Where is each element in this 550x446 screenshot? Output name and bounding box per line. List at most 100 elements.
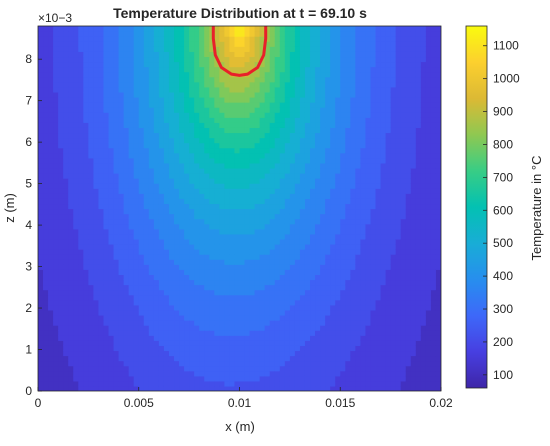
contour-cell bbox=[103, 153, 109, 159]
contour-cell bbox=[355, 300, 361, 306]
contour-cell bbox=[114, 26, 120, 32]
contour-cell bbox=[255, 290, 261, 296]
contour-cell bbox=[350, 219, 356, 225]
contour-cell bbox=[245, 188, 251, 194]
contour-cell bbox=[169, 163, 175, 169]
contour-cell bbox=[149, 345, 155, 351]
contour-cell bbox=[103, 163, 109, 169]
contour-cell bbox=[114, 138, 120, 144]
contour-cell bbox=[250, 330, 256, 336]
contour-cell bbox=[129, 198, 135, 204]
contour-cell bbox=[234, 274, 240, 280]
contour-cell bbox=[376, 356, 382, 362]
contour-cell bbox=[310, 77, 316, 83]
contour-cell bbox=[88, 381, 94, 387]
contour-cell bbox=[315, 122, 321, 128]
contour-cell bbox=[109, 72, 115, 78]
contour-cell bbox=[381, 122, 387, 128]
contour-cell bbox=[255, 92, 261, 98]
contour-cell bbox=[83, 371, 89, 377]
contour-cell bbox=[194, 244, 200, 250]
contour-cell bbox=[114, 153, 120, 159]
contour-cell bbox=[381, 143, 387, 149]
contour-cell bbox=[376, 315, 382, 321]
contour-cell bbox=[144, 279, 150, 285]
contour-cell bbox=[340, 315, 346, 321]
contour-cell bbox=[88, 138, 94, 144]
contour-cell bbox=[325, 67, 331, 73]
contour-cell bbox=[103, 127, 109, 133]
contour-cell bbox=[194, 295, 200, 301]
contour-cell bbox=[219, 188, 225, 194]
contour-cell bbox=[134, 244, 140, 250]
contour-cell bbox=[381, 26, 387, 32]
contour-cell bbox=[144, 209, 150, 215]
contour-cell bbox=[189, 366, 195, 372]
contour-cell bbox=[340, 46, 346, 52]
contour-cell bbox=[376, 264, 382, 270]
contour-cell bbox=[355, 102, 361, 108]
contour-cell bbox=[224, 188, 230, 194]
contour-cell bbox=[109, 31, 115, 37]
contour-cell bbox=[43, 92, 49, 98]
contour-cell bbox=[78, 335, 84, 341]
contour-cell bbox=[290, 127, 296, 133]
contour-cell bbox=[98, 376, 104, 382]
contour-cell bbox=[255, 295, 261, 301]
contour-cell bbox=[114, 259, 120, 265]
contour-cell bbox=[280, 290, 286, 296]
contour-cell bbox=[149, 320, 155, 326]
contour-cell bbox=[43, 31, 49, 37]
contour-cell bbox=[290, 178, 296, 184]
contour-cell bbox=[48, 315, 54, 321]
contour-cell bbox=[68, 87, 74, 93]
contour-cell bbox=[290, 132, 296, 138]
contour-cell bbox=[265, 87, 271, 93]
contour-cell bbox=[53, 295, 59, 301]
contour-cell bbox=[119, 305, 125, 311]
contour-cell bbox=[345, 31, 351, 37]
contour-cell bbox=[83, 36, 89, 42]
contour-cell bbox=[340, 234, 346, 240]
contour-cell bbox=[280, 340, 286, 346]
contour-cell bbox=[300, 26, 306, 32]
contour-cell bbox=[73, 320, 79, 326]
contour-cell bbox=[320, 107, 326, 113]
contour-cell bbox=[38, 259, 44, 265]
contour-cell bbox=[93, 320, 99, 326]
contour-cell bbox=[63, 315, 69, 321]
contour-cell bbox=[114, 325, 120, 331]
contour-cell bbox=[275, 264, 281, 270]
contour-cell bbox=[295, 46, 301, 52]
contour-cell bbox=[365, 259, 371, 265]
contour-cell bbox=[381, 376, 387, 382]
contour-cell bbox=[285, 183, 291, 189]
contour-cell bbox=[275, 168, 281, 174]
contour-cell bbox=[315, 127, 321, 133]
contour-cell bbox=[43, 203, 49, 209]
contour-cell bbox=[250, 209, 256, 215]
contour-cell bbox=[53, 330, 59, 336]
contour-cell bbox=[189, 345, 195, 351]
contour-cell bbox=[219, 224, 225, 230]
contour-cell bbox=[270, 214, 276, 220]
contour-cell bbox=[345, 82, 351, 88]
contour-cell bbox=[93, 305, 99, 311]
contour-cell bbox=[335, 148, 341, 154]
contour-cell bbox=[234, 122, 240, 128]
contour-cell bbox=[290, 77, 296, 83]
contour-cell bbox=[73, 340, 79, 346]
contour-cell bbox=[245, 224, 251, 230]
contour-cell bbox=[340, 340, 346, 346]
contour-cell bbox=[275, 163, 281, 169]
contour-cell bbox=[98, 356, 104, 362]
contour-cell bbox=[305, 229, 311, 235]
contour-cell bbox=[376, 224, 382, 230]
contour-cell bbox=[255, 163, 261, 169]
contour-cell bbox=[270, 46, 276, 52]
contour-cell bbox=[320, 340, 326, 346]
contour-cell bbox=[250, 77, 256, 83]
contour-cell bbox=[250, 229, 256, 235]
contour-cell bbox=[280, 122, 286, 128]
contour-cell bbox=[73, 239, 79, 245]
